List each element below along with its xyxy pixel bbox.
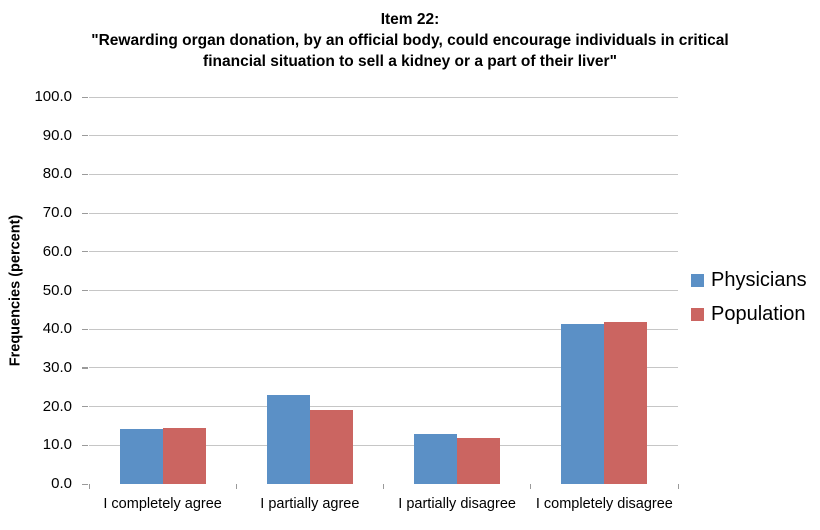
y-axis-tick (82, 367, 88, 369)
y-axis-tick (82, 290, 88, 292)
bar-physicians-2 (414, 434, 458, 484)
y-axis-tick (82, 135, 88, 137)
y-axis-tick (82, 96, 88, 98)
y-axis-line (88, 96, 90, 485)
y-axis-tick (82, 483, 88, 485)
gridline (89, 367, 678, 369)
chart-title: Item 22: "Rewarding organ donation, by a… (0, 9, 820, 72)
x-axis-label: I completely disagree (535, 496, 673, 512)
legend-item-population: Population (691, 303, 807, 326)
legend-swatch-population (691, 308, 704, 321)
chart-title-line-1: Item 22: (380, 11, 440, 28)
bar-physicians-3 (561, 324, 605, 484)
y-axis-tick (82, 328, 88, 330)
y-axis-tick-label: 80.0 (42, 165, 72, 183)
y-axis-tick (82, 173, 88, 176)
bar-population-2 (457, 437, 501, 484)
legend: Physicians Population (691, 269, 807, 337)
bar-population-1 (309, 410, 353, 484)
gridline (89, 444, 678, 446)
x-axis-tick (383, 484, 385, 489)
legend-label: Population (711, 303, 806, 325)
y-axis-tick-label: 10.0 (42, 436, 72, 454)
x-axis-tick (88, 484, 90, 489)
y-axis-tick (82, 444, 88, 446)
y-axis-tick (82, 212, 88, 214)
x-axis-label: I partially agree (260, 496, 360, 512)
gridline (89, 173, 678, 175)
bar-population-3 (604, 321, 648, 484)
x-axis-tick (530, 484, 532, 489)
legend-swatch-physicians (691, 274, 704, 287)
y-axis-tick (82, 251, 88, 253)
y-axis-tick-label: 50.0 (42, 281, 72, 299)
chart-title-line-2: "Rewarding organ donation, by an officia… (91, 32, 729, 49)
y-axis-tick-label: 0.0 (51, 475, 72, 492)
gridline (89, 212, 678, 214)
gridline (89, 251, 678, 253)
gridline (89, 96, 678, 98)
y-axis-tick-label: 20.0 (42, 397, 72, 415)
bar-physicians-1 (266, 395, 310, 484)
plot-area (89, 96, 678, 484)
x-axis-tick (235, 484, 237, 489)
bar-population-0 (162, 427, 206, 484)
legend-label: Physicians (711, 269, 807, 291)
gridline (89, 406, 678, 408)
y-axis-tick-label: 40.0 (42, 320, 72, 338)
chart-title-line-3: financial situation to sell a kidney or … (203, 53, 617, 70)
y-axis-tick-label: 30.0 (42, 358, 72, 376)
x-axis-label: I partially disagree (398, 496, 516, 512)
y-axis-tick-label: 90.0 (42, 126, 72, 144)
y-axis-tick-label: 70.0 (42, 204, 72, 222)
y-axis-tick-label: 100.0 (34, 88, 72, 105)
gridline (89, 328, 678, 330)
y-axis-tick-label: 60.0 (42, 242, 72, 260)
legend-item-physicians: Physicians (691, 269, 807, 292)
x-axis-tick (677, 484, 679, 489)
y-axis-tick (82, 406, 88, 408)
gridline (89, 290, 678, 291)
gridline (89, 135, 678, 137)
bar-physicians-0 (119, 428, 163, 484)
x-axis-label: I completely agree (103, 496, 222, 512)
